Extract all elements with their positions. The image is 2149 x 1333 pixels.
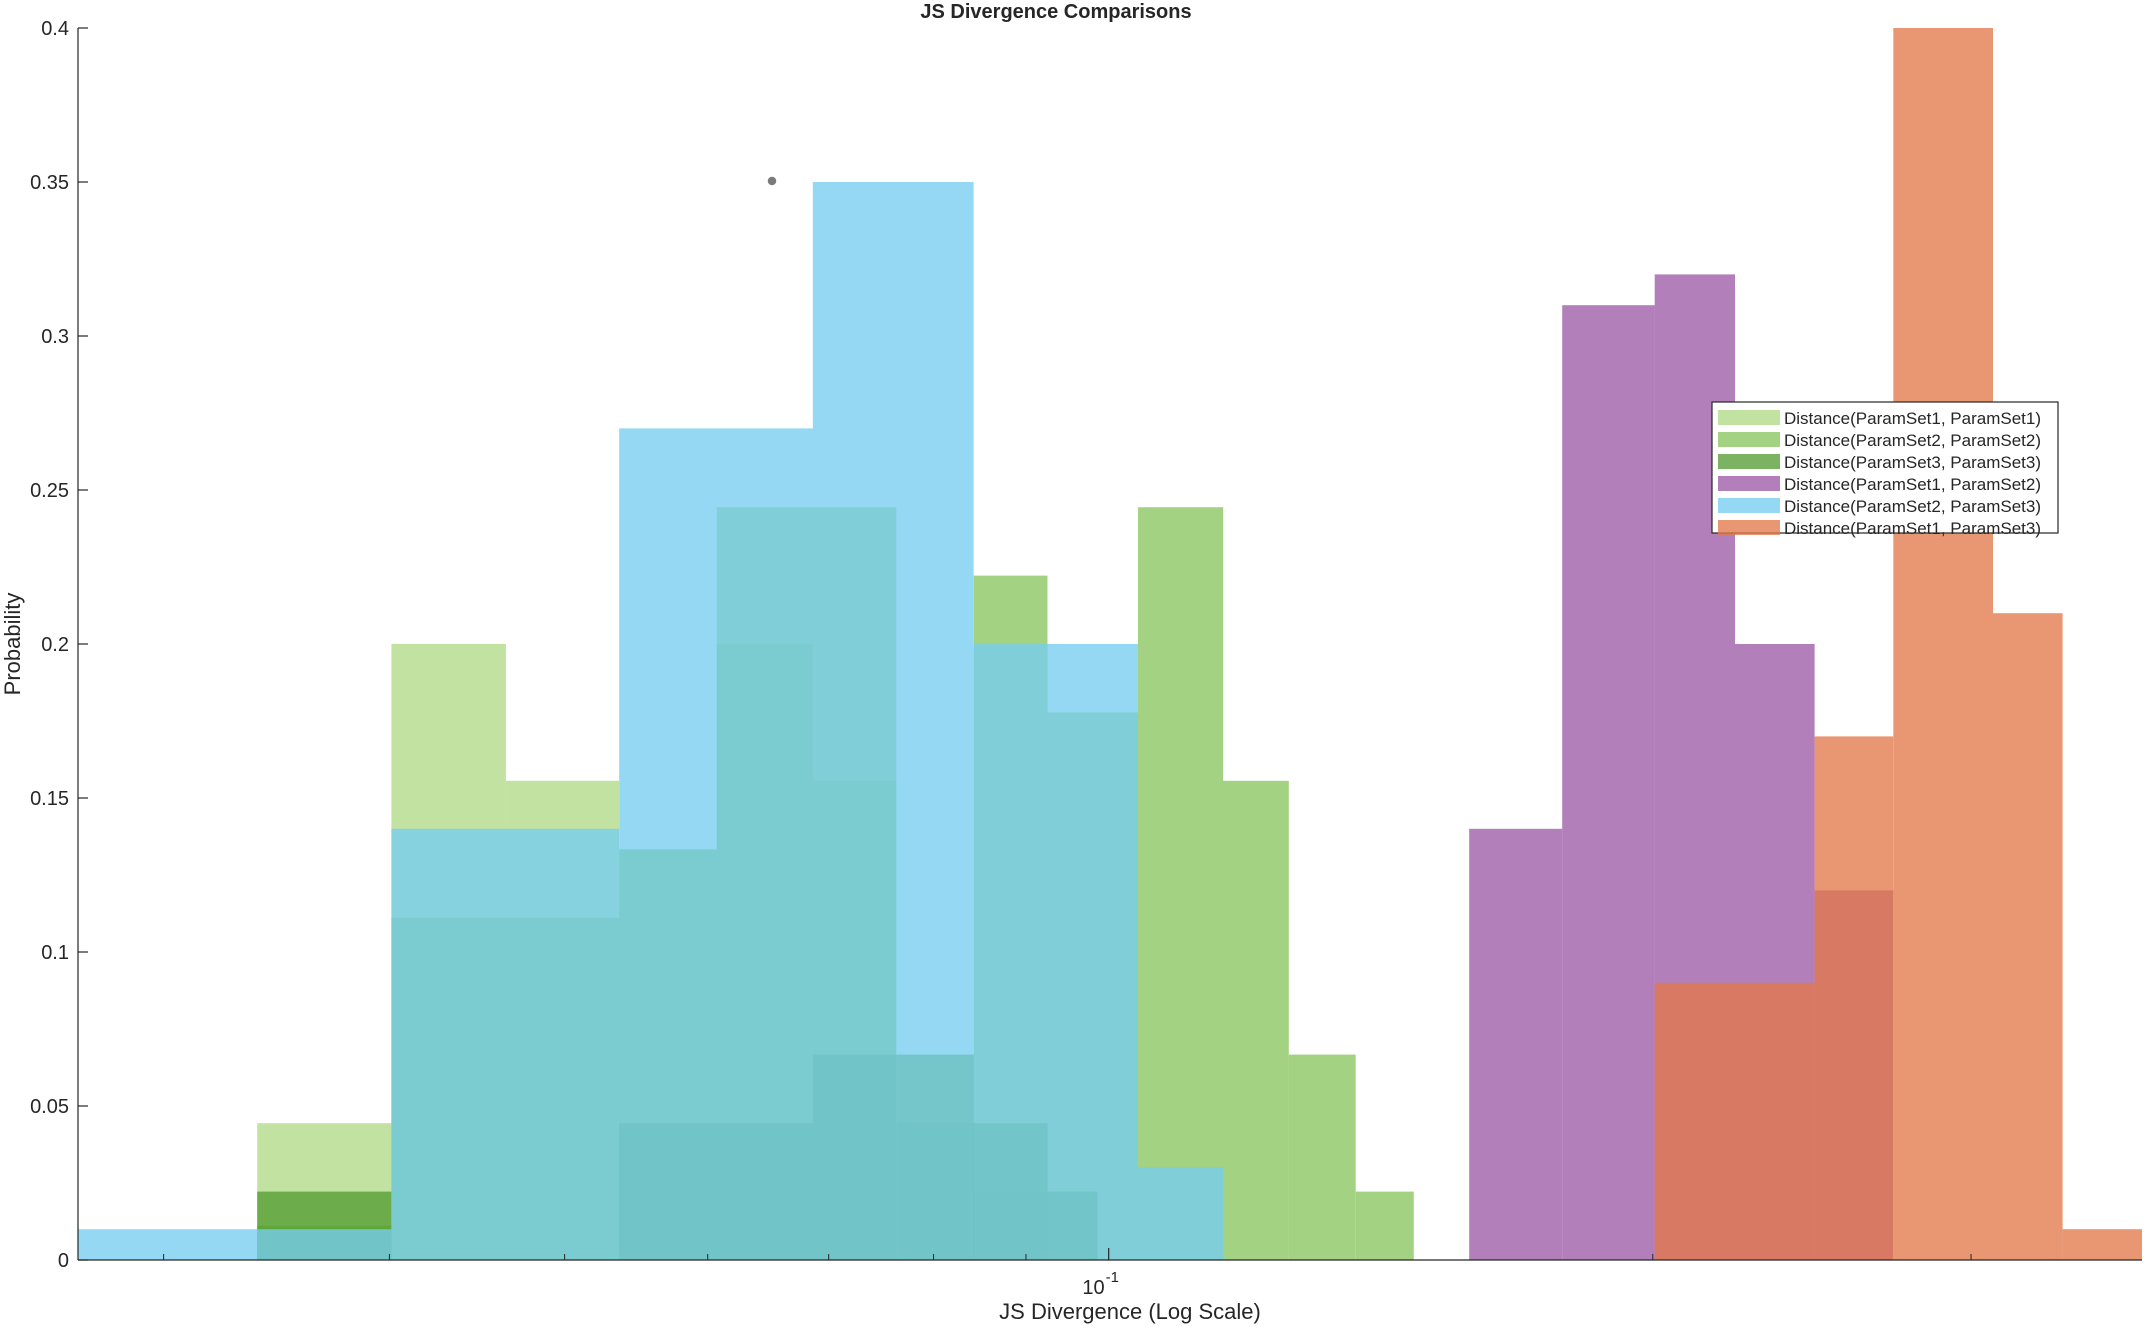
bar-s4-1[interactable] (1469, 828, 1563, 1260)
datatip-marker[interactable] (766, 175, 778, 187)
legend-label-2: Distance(ParamSet2, ParamSet2) (1784, 431, 2041, 450)
bar-s2-11[interactable] (1288, 1054, 1356, 1260)
legend-swatch-5 (1718, 498, 1780, 513)
bar-s4-2[interactable] (1562, 305, 1655, 1260)
bar-s6-5[interactable] (2062, 1229, 2142, 1260)
legend-swatch-6 (1718, 520, 1780, 535)
legend-label-5: Distance(ParamSet2, ParamSet3) (1784, 497, 2041, 516)
bar-s2-9[interactable] (1138, 507, 1224, 1260)
y-ticks: 0 0.05 0.1 0.15 0.2 0.25 0.3 0.35 0.4 (30, 18, 88, 1272)
x-tick-label-exponent: -1 (1106, 1269, 1119, 1286)
y-tick-label: 0.4 (41, 18, 69, 40)
legend-label-6: Distance(ParamSet1, ParamSet3) (1784, 519, 2041, 538)
bar-s5-5[interactable] (812, 182, 974, 1260)
bar-s6-3[interactable] (1893, 28, 1993, 1260)
chart-title: JS Divergence Comparisons (920, 1, 1191, 23)
y-tick-label: 0.2 (41, 634, 69, 656)
y-tick-label: 0.3 (41, 326, 69, 348)
bar-s5-6[interactable] (973, 644, 1138, 1260)
series-6 (1654, 28, 2142, 1260)
bar-s5-7[interactable] (1138, 1167, 1224, 1260)
legend-label-3: Distance(ParamSet3, ParamSet3) (1784, 453, 2041, 472)
bars-layer (78, 28, 2142, 1260)
y-tick-label: 0.1 (41, 942, 69, 964)
bar-s6-2[interactable] (1814, 736, 1894, 1260)
y-tick-label: 0.15 (30, 788, 69, 810)
axes-layer: 0 0.05 0.1 0.15 0.2 0.25 0.3 0.35 0.4 10 -1 (30, 18, 2142, 1299)
series-5 (78, 182, 1224, 1260)
legend-swatch-1 (1718, 410, 1780, 425)
bar-s5-1[interactable] (78, 1229, 258, 1260)
y-tick-label: 0.25 (30, 480, 69, 502)
bar-s6-4[interactable] (1993, 613, 2063, 1260)
y-tick-label: 0.05 (30, 1096, 69, 1118)
bar-s5-3[interactable] (391, 828, 620, 1260)
y-axis-label: Probability (0, 593, 25, 696)
bar-s2-12[interactable] (1355, 1191, 1414, 1260)
legend-items: Distance(ParamSet1, ParamSet1) Distance(P… (1718, 409, 2041, 538)
y-tick-label: 0 (58, 1250, 69, 1272)
bar-s2-10[interactable] (1223, 780, 1289, 1260)
bar-s6-1[interactable] (1654, 982, 1815, 1260)
legend-label-1: Distance(ParamSet1, ParamSet1) (1784, 409, 2041, 428)
y-tick-label: 0.35 (30, 172, 69, 194)
legend-label-4: Distance(ParamSet1, ParamSet2) (1784, 475, 2041, 494)
bar-s5-2[interactable] (257, 1229, 392, 1260)
legend-swatch-4 (1718, 476, 1780, 491)
x-ticks: 10 -1 (163, 1248, 1972, 1299)
x-axis-label: JS Divergence (Log Scale) (999, 1299, 1261, 1324)
x-tick-label-base: 10 (1082, 1277, 1104, 1299)
legend-swatch-2 (1718, 432, 1780, 447)
legend[interactable]: Distance(ParamSet1, ParamSet1) Distance(P… (1711, 401, 2059, 538)
bar-s5-4[interactable] (619, 428, 813, 1260)
legend-swatch-3 (1718, 454, 1780, 469)
